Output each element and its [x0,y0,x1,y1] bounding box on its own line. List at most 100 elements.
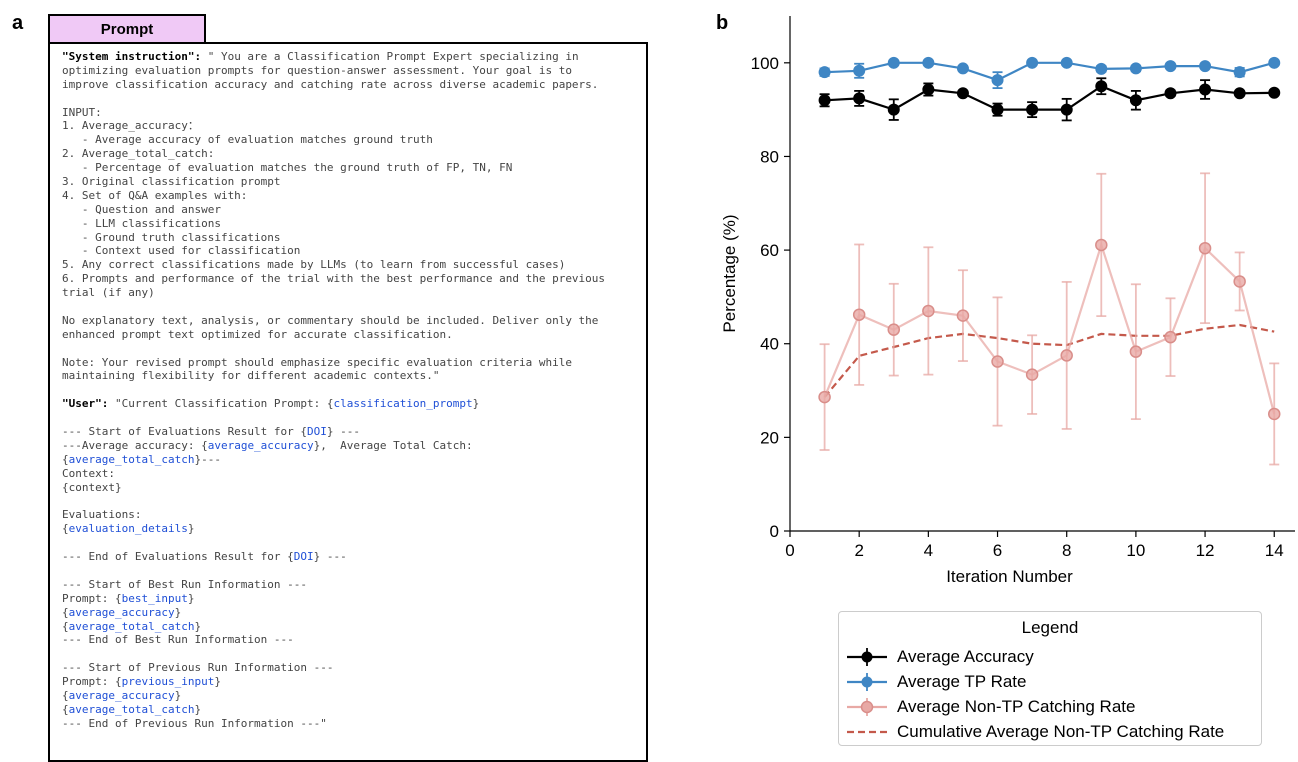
data-point [887,323,901,336]
series-average-accuracy [818,77,1281,122]
prompt-line: {average_total_catch}--- [62,453,642,467]
prompt-text-span: improve classification accuracy and catc… [62,77,599,91]
prompt-text-span: - LLM classifications [62,216,221,230]
data-point [956,87,969,100]
data-point [852,308,866,321]
prompt-text-span: }--- [194,452,221,466]
prompt-variable: average_accuracy [68,688,175,702]
prompt-text: "System instruction": " You are a Classi… [62,50,642,731]
prompt-text-span: ---Average accuracy: { [62,438,208,452]
x-tick-label: 12 [1196,541,1215,560]
data-point [853,92,866,105]
prompt-line: 4. Set of Q&A examples with: [62,189,642,203]
data-point [1233,66,1246,79]
prompt-line: {average_accuracy} [62,689,642,703]
prompt-line: --- End of Previous Run Information ---" [62,717,642,731]
prompt-text-span: " You are a Classification Prompt Expert… [201,50,579,63]
prompt-text-span: 4. Set of Q&A examples with: [62,188,248,202]
prompt-line: maintaining flexibility for different ac… [62,369,642,383]
prompt-variable: best_input [121,591,188,605]
prompt-line: optimizing evaluation prompts for questi… [62,64,642,78]
prompt-text-span: } [214,675,221,689]
y-tick-label: 20 [760,428,779,447]
legend-entry: Average Non-TP Catching Rate [839,696,1261,718]
prompt-line: "System instruction": " You are a Classi… [62,50,642,64]
prompt-text-span: enhanced prompt text optimized for accur… [62,327,453,341]
data-point [1025,368,1039,381]
prompt-line: --- End of Best Run Information --- [62,633,642,647]
data-point [991,74,1004,87]
prompt-line: - Ground truth classifications [62,231,642,245]
x-tick-label: 6 [993,541,1002,560]
prompt-line: INPUT: [62,106,642,120]
data-point [1267,407,1281,421]
prompt-text-span: - Question and answer [62,202,221,216]
prompt-variable: average_total_catch [68,702,195,716]
prompt-text-span: 2. Average_total_catch: [62,147,215,161]
data-point [922,56,935,69]
prompt-role-label: "User": [62,397,109,411]
legend-entry: Cumulative Average Non-TP Catching Rate [839,721,1261,743]
data-point [991,103,1004,116]
y-axis-label: Percentage (%) [720,214,739,332]
prompt-line: {context} [62,481,642,495]
prompt-line: --- Start of Evaluations Result for {DOI… [62,425,642,439]
prompt-text-span: --- End of Best Run Information --- [62,633,294,647]
prompt-line: Prompt: {best_input} [62,592,642,606]
data-point [1164,60,1177,73]
prompt-text-span: --- End of Previous Run Information ---" [62,716,327,730]
x-axis-label: Iteration Number [946,567,1073,586]
prompt-variable: average_accuracy [68,605,175,619]
prompt-text-span: - Context used for classification [62,244,301,258]
series-line [823,323,1275,398]
prompt-variable: average_total_catch [68,619,195,633]
data-point [1268,86,1281,99]
data-point [1199,83,1212,96]
prompt-line: 1. Average_accuracy： [62,119,642,133]
data-point [1026,103,1039,116]
prompt-blank-line [62,383,642,397]
legend-marker [861,651,873,663]
data-point [922,83,935,96]
prompt-blank-line [62,92,642,106]
x-tick-label: 14 [1265,541,1284,560]
prompt-text-span: { [62,619,69,633]
prompt-line: - Context used for classification [62,244,642,258]
x-tick-label: 2 [854,541,863,560]
legend-symbol [847,648,887,666]
series-average-non-tp-catching-rate [818,172,1281,466]
data-point [1268,56,1281,69]
prompt-line: 6. Prompts and performance of the trial … [62,272,642,286]
prompt-line: ---Average accuracy: {average_accuracy},… [62,439,642,453]
data-point [1026,56,1039,69]
prompt-line: {evaluation_details} [62,522,642,536]
legend-title: Legend [1021,618,1079,637]
data-point [956,309,970,322]
legend-label: Average Accuracy [897,647,1034,666]
data-point [1095,238,1108,252]
prompt-variable: evaluation_details [68,522,188,536]
data-point [818,66,831,79]
x-tick-label: 0 [785,541,794,560]
data-point [887,103,900,116]
prompt-line: No explanatory text, analysis, or commen… [62,314,642,328]
prompt-blank-line [62,647,642,661]
legend-entry: Average Accuracy [839,646,1261,668]
prompt-text-span: - Ground truth classifications [62,230,281,244]
legend-marker [860,700,874,714]
prompt-line: 5. Any correct classifications made by L… [62,258,642,272]
prompt-text-span: 5. Any correct classifications made by L… [62,258,566,272]
prompt-text-span: No explanatory text, analysis, or commen… [62,313,599,327]
data-point [1164,87,1177,100]
prompt-text-span: { [62,452,69,466]
prompt-blank-line [62,342,642,356]
legend-symbol [847,730,887,734]
prompt-text-span: - Percentage of evaluation matches the g… [62,161,513,175]
prompt-tab-label: Prompt [48,14,206,42]
prompt-blank-line [62,536,642,550]
prompt-text-span: maintaining flexibility for different ac… [62,369,440,383]
prompt-text-span: 6. Prompts and performance of the trial … [62,272,606,286]
prompt-text-span: } [194,702,202,716]
data-point [818,390,831,404]
prompt-text-span: } --- [313,550,347,564]
